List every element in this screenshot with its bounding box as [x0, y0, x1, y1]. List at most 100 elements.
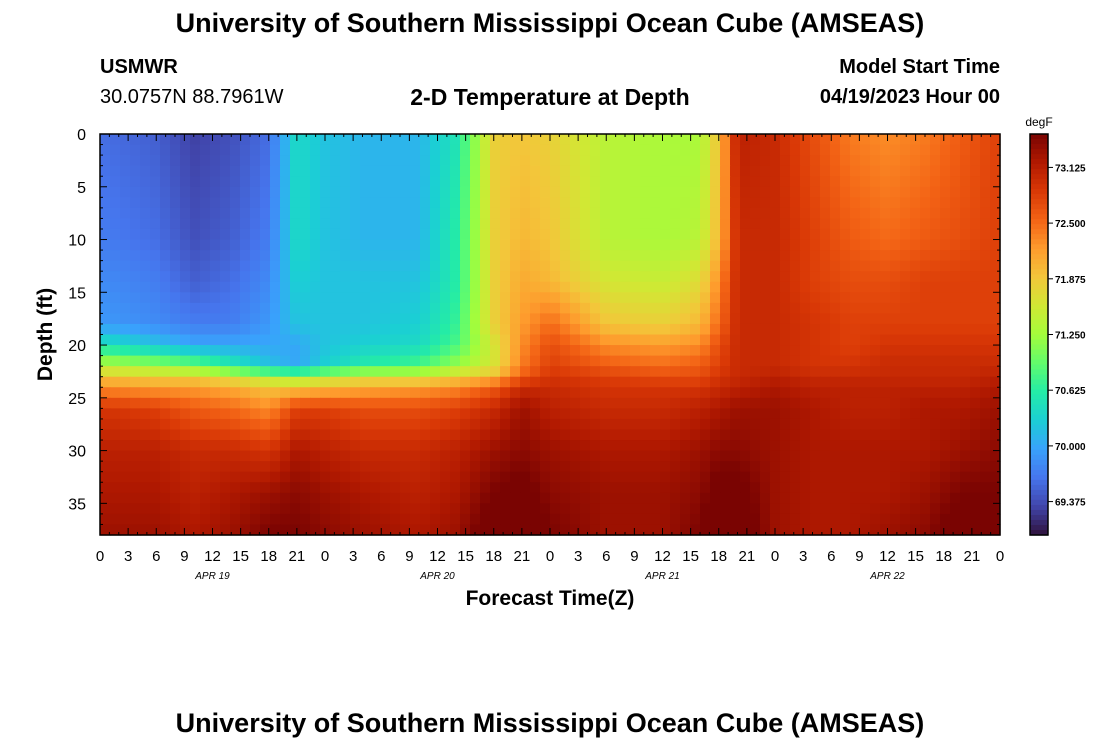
heatmap-cell — [900, 397, 911, 409]
heatmap-cell — [600, 334, 611, 346]
heatmap-cell — [810, 408, 821, 420]
heatmap-cell — [860, 218, 871, 230]
heatmap-cell — [500, 281, 511, 293]
heatmap-cell — [520, 323, 531, 336]
heatmap-cell — [440, 503, 451, 515]
heatmap-cell — [770, 281, 781, 293]
heatmap-cell — [670, 134, 681, 146]
heatmap-cell — [730, 408, 741, 420]
heatmap-cell — [100, 260, 111, 272]
heatmap-cell — [260, 271, 271, 283]
heatmap-cell — [740, 461, 751, 473]
heatmap-cell — [350, 482, 361, 494]
heatmap-cell — [800, 513, 811, 526]
heatmap-cell — [280, 260, 291, 272]
heatmap-cell — [590, 218, 601, 230]
heatmap-cell — [640, 292, 651, 304]
heatmap-cell — [650, 387, 661, 399]
heatmap-cell — [840, 186, 851, 198]
heatmap-cell — [140, 218, 151, 230]
heatmap-cell — [750, 323, 761, 336]
heatmap-cell — [790, 134, 801, 146]
heatmap-cell — [540, 260, 551, 272]
heatmap-cell — [740, 366, 751, 378]
heatmap-cell — [390, 176, 401, 188]
heatmap-cell — [680, 239, 691, 251]
heatmap-cell — [350, 450, 361, 462]
heatmap-cell — [380, 207, 391, 220]
heatmap-cell — [480, 260, 491, 272]
heatmap-cell — [750, 471, 761, 483]
heatmap-cell — [870, 492, 881, 504]
heatmap-cell — [390, 302, 401, 314]
heatmap-cell — [570, 387, 581, 399]
heatmap-cell — [800, 197, 811, 209]
heatmap-cell — [230, 503, 241, 515]
x-tick-label: 21 — [514, 548, 531, 565]
heatmap-cell — [850, 176, 861, 188]
heatmap-cell — [400, 376, 411, 388]
heatmap-cell — [680, 302, 691, 314]
heatmap-cell — [580, 482, 591, 494]
heatmap-cell — [910, 397, 921, 409]
heatmap-cell — [630, 429, 641, 441]
heatmap-cell — [680, 366, 691, 378]
heatmap-cell — [330, 376, 341, 388]
heatmap-cell — [180, 524, 191, 536]
heatmap-cell — [220, 292, 231, 304]
heatmap-cell — [380, 250, 391, 262]
heatmap-cell — [290, 387, 301, 399]
heatmap-cell — [660, 197, 671, 209]
heatmap-cell — [100, 513, 111, 526]
heatmap-cell — [540, 271, 551, 283]
heatmap-cell — [360, 482, 371, 494]
heatmap-cell — [660, 450, 671, 462]
heatmap-cell — [130, 334, 141, 346]
heatmap-cell — [110, 482, 121, 494]
heatmap-cell — [210, 471, 221, 483]
heatmap-cell — [860, 345, 871, 357]
heatmap-cell — [620, 429, 631, 441]
heatmap-cell — [220, 429, 231, 441]
heatmap-cell — [550, 450, 561, 462]
heatmap-cell — [610, 239, 621, 251]
heatmap-cell — [950, 197, 961, 209]
heatmap-cell — [800, 165, 811, 177]
heatmap-cell — [960, 239, 971, 251]
heatmap-cell — [510, 250, 521, 262]
heatmap-cell — [380, 176, 391, 188]
model-start-label: Model Start Time — [839, 56, 1000, 78]
heatmap-cell — [550, 408, 561, 420]
heatmap-cell — [110, 471, 121, 483]
heatmap-cell — [300, 134, 311, 146]
colorbar-segment — [1030, 139, 1048, 145]
x-tick-label: 3 — [574, 548, 582, 565]
heatmap-cell — [560, 429, 571, 441]
heatmap-cell — [840, 292, 851, 304]
heatmap-cell — [610, 134, 621, 146]
heatmap-cell — [530, 197, 541, 209]
heatmap-cell — [570, 355, 581, 367]
heatmap-cell — [810, 440, 821, 452]
heatmap-cell — [470, 228, 481, 241]
heatmap-cell — [900, 334, 911, 346]
heatmap-cell — [370, 440, 381, 452]
heatmap-cell — [550, 176, 561, 188]
heatmap-cell — [620, 228, 631, 241]
heatmap-cell — [470, 292, 481, 304]
heatmap-cell — [960, 492, 971, 504]
heatmap-cell — [800, 260, 811, 272]
heatmap-cell — [810, 144, 821, 156]
heatmap-cell — [400, 524, 411, 536]
heatmap-cell — [450, 218, 461, 230]
heatmap-cell — [850, 313, 861, 325]
heatmap-cell — [380, 292, 391, 304]
colorbar-segment — [1030, 444, 1048, 451]
heatmap-cell — [220, 176, 231, 188]
heatmap-cell — [110, 323, 121, 336]
heatmap-cell — [190, 524, 201, 536]
heatmap-cell — [790, 271, 801, 283]
heatmap-cell — [700, 228, 711, 241]
heatmap-cell — [360, 302, 371, 314]
heatmap-cell — [550, 186, 561, 198]
